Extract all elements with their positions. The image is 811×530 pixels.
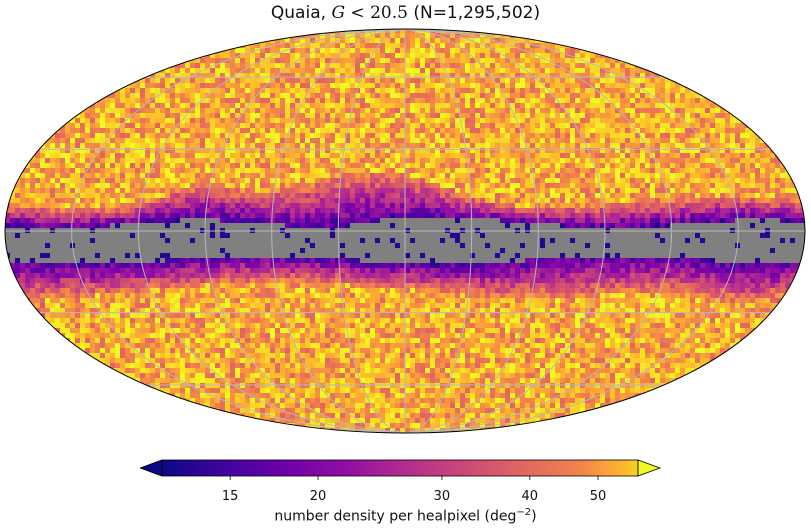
colorbar <box>140 459 662 480</box>
density-pixels <box>5 29 805 433</box>
colorbar-bar <box>161 459 639 477</box>
colorbar-tick-label: 30 <box>433 489 451 504</box>
mollweide-sky-map <box>4 28 806 434</box>
map-title: Quaia, G < 20.5 (N=1,295,502) <box>270 3 541 23</box>
colorbar-extend-low <box>140 459 163 477</box>
map-outline <box>4 28 806 434</box>
colorbar-tick-label: 15 <box>221 489 239 504</box>
colorbar-ticks <box>229 476 599 480</box>
graticule-lines <box>5 29 805 433</box>
colorbar-label: number density per healpixel (deg−2) <box>274 507 537 525</box>
colorbar-tick-label: 20 <box>309 489 327 504</box>
colorbar-extend-high <box>637 459 662 477</box>
colorbar-tick-label: 50 <box>589 489 607 504</box>
colorbar-tick-label: 40 <box>521 489 539 504</box>
